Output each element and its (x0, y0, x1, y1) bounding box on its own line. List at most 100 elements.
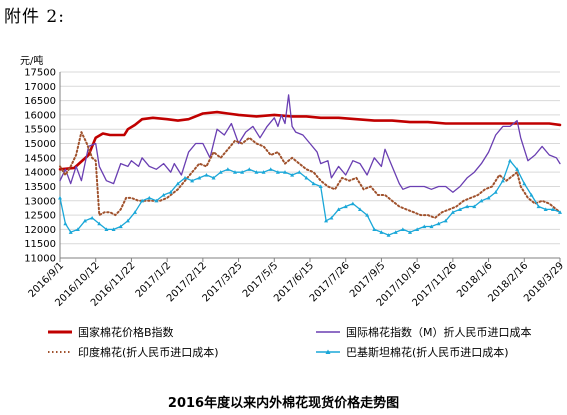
pakistan-marker (75, 227, 80, 231)
pakistan-marker (218, 170, 223, 174)
pakistan-marker (197, 175, 202, 180)
pakistan-marker (515, 167, 520, 171)
intl-cotton-m-index-line (59, 94, 561, 193)
pakistan-marker (465, 204, 470, 209)
pakistan-marker (358, 207, 362, 211)
pakistan-marker (240, 170, 245, 174)
pakistan-marker (147, 195, 152, 200)
attachment-heading: 附件 2: (4, 7, 65, 27)
pakistan-marker (343, 204, 348, 209)
pakistan-marker (422, 224, 427, 229)
pakistan-marker (372, 227, 377, 231)
pakistan-marker (275, 170, 280, 174)
pakistan-marker (261, 170, 266, 174)
pakistan-marker (283, 170, 287, 174)
pakistan-marker (336, 207, 341, 211)
pakistan-marker (443, 218, 448, 223)
legend-label: 国际棉花指数（M）折人民币进口成本 (346, 325, 532, 339)
pakistan-marker (408, 230, 412, 234)
legend-item: 印度棉花(折人民币进口成本) (48, 345, 219, 359)
pakistan-marker (500, 178, 505, 183)
y-tick-label: 14000 (24, 168, 56, 179)
pakistan-marker (97, 221, 102, 226)
pakistan-marker (508, 158, 512, 163)
pakistan-marker (68, 230, 73, 234)
pakistan-marker (450, 210, 455, 214)
y-axis-unit-label: 元/吨 (20, 54, 43, 67)
pakistan-marker (529, 193, 534, 197)
pakistan-marker (493, 190, 498, 194)
y-tick-label: 15000 (24, 139, 56, 150)
y-tick-label: 12000 (24, 225, 56, 236)
grid-lines (60, 71, 560, 259)
pakistan-marker (161, 193, 166, 197)
axes (59, 72, 561, 262)
pakistan-marker (225, 167, 230, 171)
pakistan-cotton-line (59, 160, 561, 236)
chart-caption: 2016年度以来内外棉花现货价格走势图 (167, 396, 400, 411)
pakistan-marker (233, 170, 237, 174)
y-tick-label: 17500 (24, 68, 56, 79)
pakistan-marker (140, 198, 145, 203)
china-cotton-b-index-line (58, 110, 562, 171)
pakistan-marker (104, 227, 109, 231)
pakistan-marker (543, 207, 548, 211)
pakistan-marker (318, 184, 323, 189)
india-cotton-line (59, 131, 561, 219)
y-axis-ticks: 11000 11500 12000 12500 13000 13500 14000 14500… (24, 68, 56, 265)
pakistan-marker (379, 230, 384, 234)
pakistan-marker (400, 227, 405, 231)
pakistan-marker (415, 227, 420, 231)
pakistan-marker (247, 167, 252, 171)
pakistan-marker (204, 173, 209, 177)
y-tick-label: 11500 (24, 239, 56, 250)
pakistan-marker (365, 213, 370, 217)
pakistan-marker (558, 210, 562, 214)
pakistan-marker (133, 210, 137, 214)
pakistan-marker (472, 204, 477, 209)
legend-label: 国家棉花价格B指数 (78, 325, 174, 339)
pakistan-marker (58, 195, 62, 200)
pakistan-marker (183, 175, 187, 180)
legend: 国家棉花价格B指数 国际棉花指数（M）折人民币进口成本印度棉花(折人民币进口成本)… (48, 325, 532, 359)
pakistan-marker (118, 224, 123, 229)
x-axis-ticks: 2016/9/12016/10/122016/11/222017/1/22017… (27, 260, 567, 309)
y-tick-label: 15500 (24, 125, 56, 136)
pakistan-marker (83, 218, 87, 223)
pakistan-marker (458, 207, 462, 211)
pakistan-marker (304, 175, 309, 180)
pakistan-marker (268, 167, 273, 171)
legend-marker (325, 349, 331, 354)
series-lines (58, 94, 562, 237)
pakistan-marker (254, 170, 259, 174)
y-tick-label: 16000 (24, 110, 56, 121)
pakistan-marker (175, 181, 180, 186)
y-tick-label: 16500 (24, 96, 56, 107)
y-tick-label: 13500 (24, 182, 56, 193)
pakistan-marker (154, 198, 159, 203)
legend-label: 印度棉花(折人民币进口成本) (78, 345, 219, 359)
pakistan-marker (111, 227, 116, 231)
pakistan-marker (386, 233, 391, 237)
pakistan-marker (393, 230, 398, 234)
pakistan-marker (324, 218, 329, 223)
pakistan-marker (297, 170, 302, 174)
pakistan-marker (190, 178, 195, 183)
pakistan-marker (486, 195, 491, 200)
y-tick-label: 13000 (24, 196, 56, 207)
y-tick-label: 12500 (24, 211, 56, 222)
pakistan-marker (290, 173, 295, 177)
pakistan-marker (329, 215, 334, 220)
pakistan-marker (522, 181, 527, 186)
pakistan-marker (168, 190, 173, 194)
legend-label: 巴基斯坦棉花(折人民币进口成本) (346, 345, 509, 359)
pakistan-marker (125, 218, 130, 223)
pakistan-marker (429, 224, 434, 229)
y-tick-label: 11000 (24, 254, 56, 265)
pakistan-marker (536, 204, 541, 209)
pakistan-marker (436, 221, 441, 226)
pakistan-marker (90, 215, 95, 220)
legend-item: 巴基斯坦棉花(折人民币进口成本) (316, 345, 509, 359)
pakistan-marker (350, 201, 355, 206)
